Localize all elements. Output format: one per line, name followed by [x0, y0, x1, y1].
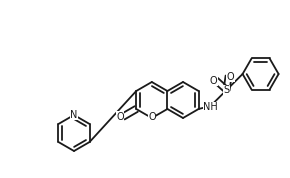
Text: NH: NH — [203, 102, 218, 112]
Text: O: O — [227, 72, 234, 82]
Text: O: O — [210, 76, 218, 86]
Text: S: S — [224, 85, 230, 95]
Text: O: O — [148, 112, 156, 122]
Text: N: N — [70, 110, 78, 120]
Text: O: O — [116, 112, 124, 122]
